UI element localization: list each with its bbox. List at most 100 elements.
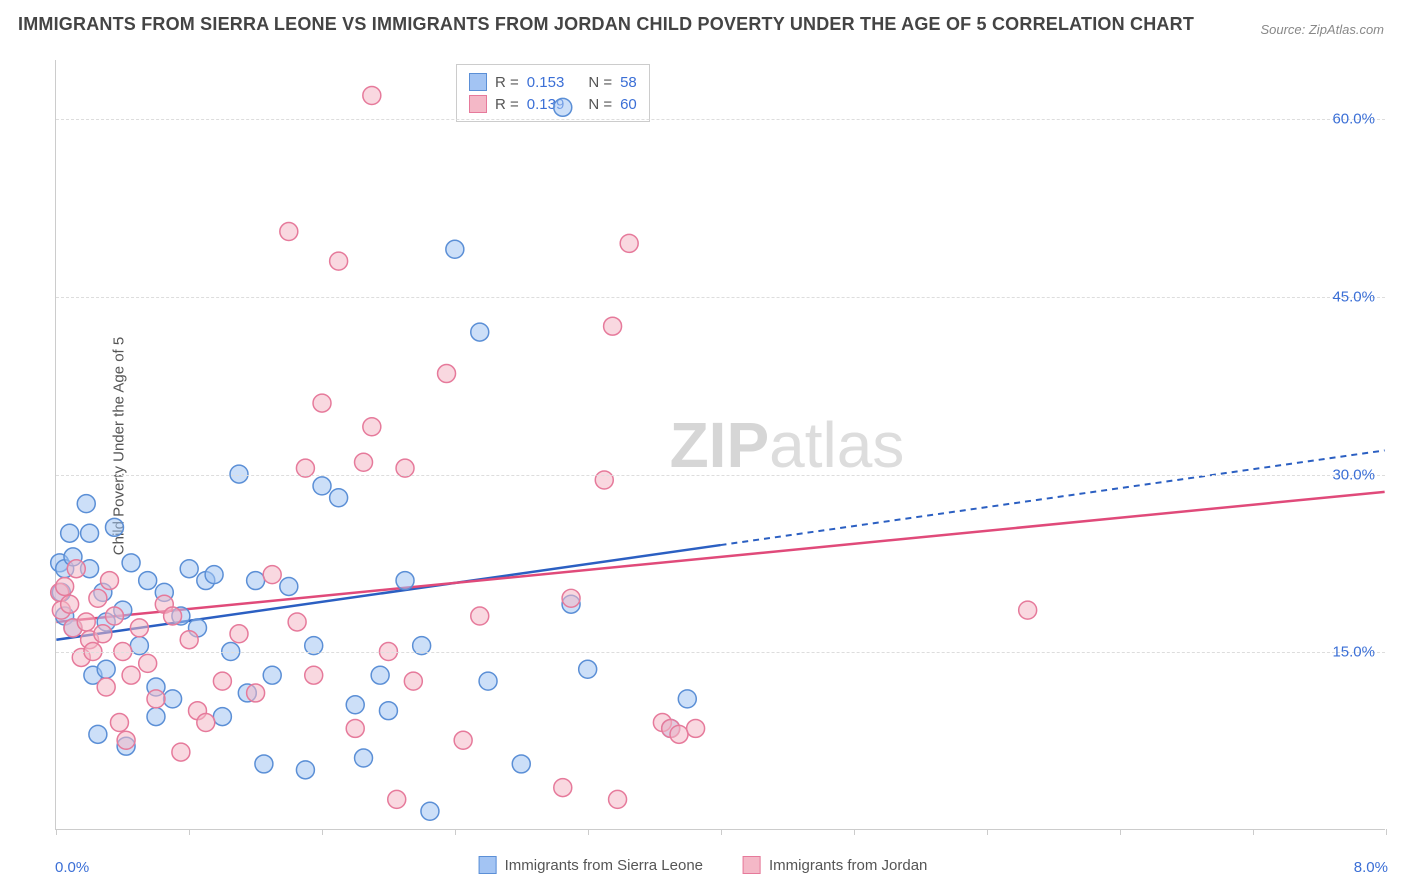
x-tick-min: 0.0%: [55, 859, 89, 876]
scatter-point: [122, 554, 140, 572]
scatter-point: [479, 672, 497, 690]
scatter-point: [438, 365, 456, 383]
gridline: [56, 119, 1385, 120]
scatter-point: [164, 607, 182, 625]
scatter-point: [110, 714, 128, 732]
scatter-point: [97, 660, 115, 678]
swatch-jordan-icon: [743, 856, 761, 874]
legend-item-sierra-leone: Immigrants from Sierra Leone: [479, 856, 703, 874]
scatter-point: [263, 666, 281, 684]
x-tick: [189, 829, 190, 835]
scatter-point: [105, 607, 123, 625]
scatter-point: [205, 566, 223, 584]
x-tick: [1386, 829, 1387, 835]
scatter-point: [61, 595, 79, 613]
scatter-point: [330, 252, 348, 270]
x-tick: [322, 829, 323, 835]
scatter-point: [67, 560, 85, 578]
gridline: [56, 297, 1385, 298]
gridline: [56, 475, 1385, 476]
scatter-point: [346, 696, 364, 714]
scatter-point: [61, 524, 79, 542]
scatter-point: [363, 418, 381, 436]
scatter-point: [139, 572, 157, 590]
series-name-jordan: Immigrants from Jordan: [769, 857, 927, 874]
scatter-point: [130, 619, 148, 637]
scatter-point: [105, 518, 123, 536]
scatter-point: [280, 577, 298, 595]
y-tick-label: 15.0%: [1332, 644, 1375, 661]
scatter-point: [296, 761, 314, 779]
scatter-point: [471, 323, 489, 341]
swatch-sierra-leone-icon: [479, 856, 497, 874]
plot-area: ZIPatlas R = 0.153 N = 58 R = 0.139 N = …: [55, 60, 1385, 830]
source-attribution: Source: ZipAtlas.com: [1260, 22, 1384, 37]
scatter-point: [139, 654, 157, 672]
scatter-point: [56, 577, 74, 595]
scatter-point: [1019, 601, 1037, 619]
scatter-point: [313, 394, 331, 412]
scatter-point: [404, 672, 422, 690]
scatter-point: [379, 702, 397, 720]
scatter-points: [56, 60, 1385, 829]
scatter-point: [363, 87, 381, 105]
scatter-point: [172, 743, 190, 761]
scatter-point: [247, 572, 265, 590]
scatter-point: [687, 719, 705, 737]
scatter-point: [117, 731, 135, 749]
scatter-point: [180, 560, 198, 578]
scatter-point: [446, 240, 464, 258]
scatter-point: [101, 572, 119, 590]
chart-title: IMMIGRANTS FROM SIERRA LEONE VS IMMIGRAN…: [18, 14, 1194, 35]
x-tick: [588, 829, 589, 835]
scatter-point: [97, 678, 115, 696]
scatter-point: [255, 755, 273, 773]
scatter-point: [288, 613, 306, 631]
x-tick: [987, 829, 988, 835]
scatter-point: [89, 725, 107, 743]
scatter-point: [396, 572, 414, 590]
scatter-point: [620, 234, 638, 252]
x-tick: [854, 829, 855, 835]
scatter-point: [89, 589, 107, 607]
scatter-point: [355, 453, 373, 471]
legend-item-jordan: Immigrants from Jordan: [743, 856, 927, 874]
series-name-sierra-leone: Immigrants from Sierra Leone: [505, 857, 703, 874]
scatter-point: [263, 566, 281, 584]
scatter-point: [562, 589, 580, 607]
scatter-point: [554, 98, 572, 116]
scatter-point: [247, 684, 265, 702]
chart-container: IMMIGRANTS FROM SIERRA LEONE VS IMMIGRAN…: [0, 0, 1406, 892]
scatter-point: [554, 779, 572, 797]
scatter-point: [197, 714, 215, 732]
y-tick-label: 30.0%: [1332, 466, 1375, 483]
scatter-point: [388, 790, 406, 808]
scatter-point: [670, 725, 688, 743]
scatter-point: [579, 660, 597, 678]
y-tick-label: 60.0%: [1332, 111, 1375, 128]
x-tick: [1253, 829, 1254, 835]
scatter-point: [421, 802, 439, 820]
x-tick: [721, 829, 722, 835]
scatter-point: [122, 666, 140, 684]
scatter-point: [180, 631, 198, 649]
scatter-point: [213, 708, 231, 726]
gridline: [56, 652, 1385, 653]
scatter-point: [330, 489, 348, 507]
scatter-point: [280, 223, 298, 241]
scatter-point: [609, 790, 627, 808]
scatter-point: [454, 731, 472, 749]
scatter-point: [77, 613, 95, 631]
x-tick: [56, 829, 57, 835]
scatter-point: [164, 690, 182, 708]
y-tick-label: 45.0%: [1332, 288, 1375, 305]
x-tick: [1120, 829, 1121, 835]
x-tick: [455, 829, 456, 835]
scatter-point: [512, 755, 530, 773]
scatter-point: [355, 749, 373, 767]
scatter-point: [213, 672, 231, 690]
scatter-point: [313, 477, 331, 495]
scatter-point: [305, 666, 323, 684]
scatter-point: [604, 317, 622, 335]
x-tick-max: 8.0%: [1354, 859, 1388, 876]
